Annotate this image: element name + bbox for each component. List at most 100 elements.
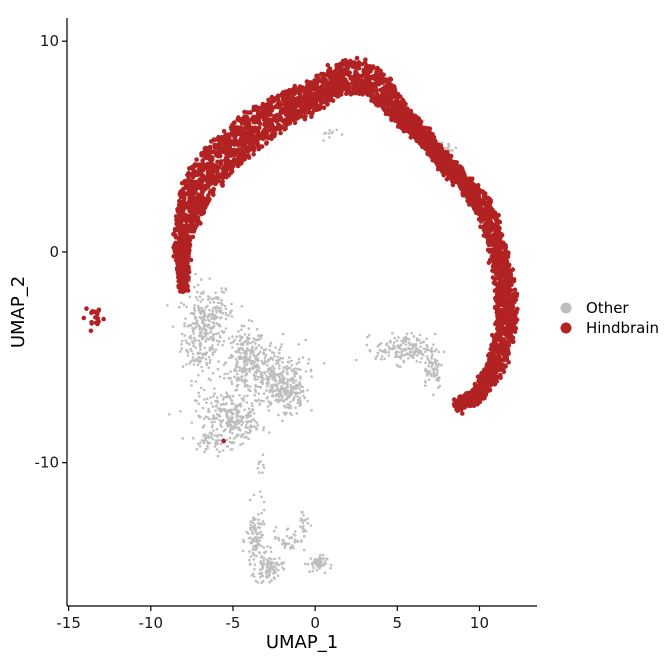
point-other	[220, 290, 224, 293]
point-other	[407, 341, 411, 344]
point-other	[257, 462, 261, 466]
point-other	[292, 397, 296, 401]
point-other	[201, 356, 205, 359]
point-other	[230, 382, 234, 386]
point-other	[237, 348, 241, 352]
point-other	[267, 409, 271, 412]
point-other	[215, 416, 218, 420]
point-hindbrain	[276, 122, 281, 128]
point-other	[415, 337, 419, 340]
point-other	[410, 332, 414, 335]
point-other	[224, 317, 228, 321]
point-other	[393, 336, 396, 340]
point-hindbrain	[190, 164, 196, 169]
point-other	[191, 436, 195, 440]
point-other	[280, 373, 284, 376]
point-other	[227, 418, 230, 421]
point-other	[194, 272, 197, 276]
point-other	[392, 341, 396, 344]
point-hindbrain	[460, 411, 465, 416]
point-hindbrain	[215, 170, 220, 175]
point-other	[200, 306, 204, 310]
point-other	[433, 349, 436, 353]
point-other	[246, 384, 249, 387]
point-other	[242, 324, 246, 328]
point-other	[262, 463, 265, 467]
point-other	[437, 362, 441, 366]
point-other	[194, 316, 198, 319]
point-other	[301, 390, 305, 393]
point-other	[414, 346, 418, 350]
point-hindbrain	[174, 227, 179, 233]
point-other	[237, 410, 241, 414]
point-other	[204, 433, 207, 437]
point-other	[193, 307, 196, 310]
point-other	[298, 387, 301, 391]
point-hindbrain	[459, 177, 464, 182]
point-hindbrain	[506, 288, 511, 294]
point-other	[199, 300, 202, 304]
point-other	[230, 418, 233, 422]
point-other	[203, 318, 207, 322]
point-hindbrain	[489, 354, 495, 360]
point-other	[219, 306, 222, 310]
point-other	[295, 372, 299, 375]
point-other	[206, 416, 210, 419]
point-other	[247, 333, 251, 337]
point-other	[249, 523, 252, 526]
point-other	[264, 354, 268, 358]
point-hindbrain	[187, 244, 192, 249]
point-other	[416, 353, 419, 357]
point-other	[295, 392, 299, 395]
point-hindbrain	[475, 183, 481, 188]
point-other	[239, 351, 242, 355]
point-hindbrain	[200, 158, 205, 163]
point-other	[215, 310, 218, 314]
point-other	[252, 493, 256, 497]
point-other	[412, 356, 415, 360]
point-other	[243, 378, 247, 381]
point-hindbrain	[258, 135, 264, 141]
point-other	[208, 326, 212, 330]
point-hindbrain	[374, 77, 380, 82]
point-other	[252, 545, 255, 548]
point-other	[267, 568, 270, 572]
point-other	[251, 345, 254, 349]
point-other	[410, 347, 414, 351]
point-other	[290, 369, 294, 373]
point-other	[268, 348, 272, 352]
point-other	[294, 534, 297, 537]
point-other	[263, 523, 266, 526]
point-other	[318, 557, 322, 561]
point-other	[240, 435, 243, 439]
point-other	[299, 401, 303, 404]
point-other	[250, 320, 254, 323]
point-other	[198, 325, 202, 329]
point-other	[261, 566, 264, 569]
point-other	[366, 335, 369, 339]
point-other	[200, 365, 203, 369]
point-other	[233, 367, 237, 371]
point-other	[355, 358, 358, 362]
point-other	[399, 357, 403, 360]
point-other	[391, 332, 394, 335]
point-other	[261, 533, 265, 537]
point-other	[413, 351, 416, 355]
point-other	[259, 385, 262, 389]
point-other	[257, 352, 261, 355]
point-other	[239, 405, 243, 408]
point-other	[408, 343, 412, 347]
point-other	[220, 425, 223, 429]
point-other	[207, 298, 210, 302]
point-other	[408, 350, 412, 354]
point-other	[224, 327, 228, 330]
point-other	[229, 448, 233, 451]
point-other	[285, 365, 289, 368]
point-other	[226, 420, 229, 424]
point-other	[217, 323, 221, 327]
point-other	[194, 409, 198, 413]
point-other	[192, 330, 195, 334]
point-other	[257, 366, 261, 370]
point-other	[204, 339, 208, 343]
point-other	[311, 569, 315, 573]
